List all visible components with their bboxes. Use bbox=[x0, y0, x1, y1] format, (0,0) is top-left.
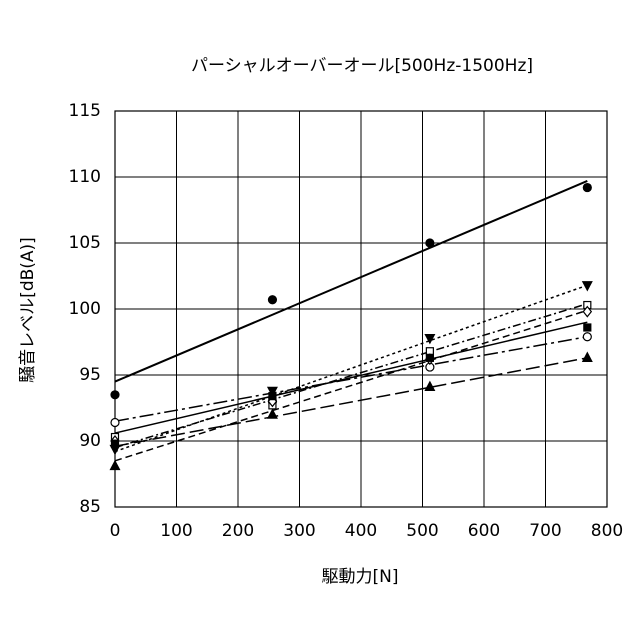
x-tick-label: 0 bbox=[110, 521, 121, 541]
data-point bbox=[268, 296, 276, 304]
data-point bbox=[583, 333, 591, 341]
trend-line bbox=[115, 337, 587, 421]
data-point bbox=[111, 391, 119, 399]
data-point bbox=[111, 461, 120, 470]
trend-line bbox=[115, 181, 587, 382]
data-point bbox=[426, 354, 433, 361]
y-tick-label: 100 bbox=[69, 299, 101, 319]
trend-line bbox=[115, 285, 587, 451]
x-tick-label: 400 bbox=[345, 521, 377, 541]
trend-line bbox=[115, 304, 587, 448]
data-point bbox=[426, 239, 434, 247]
y-tick-label: 90 bbox=[79, 431, 101, 451]
data-point bbox=[111, 419, 119, 427]
y-tick-label: 85 bbox=[79, 497, 101, 517]
data-point bbox=[583, 184, 591, 192]
chart-title: パーシャルオーバーオール[500Hz-1500Hz] bbox=[191, 56, 533, 76]
y-axis-label: 騒音レベル[dB(A)] bbox=[18, 237, 38, 383]
data-point bbox=[583, 353, 592, 362]
trend-line bbox=[115, 358, 587, 446]
data-point bbox=[584, 324, 591, 331]
trend-line bbox=[115, 310, 587, 460]
trend-line bbox=[115, 322, 587, 433]
x-tick-label: 500 bbox=[406, 521, 438, 541]
chart: パーシャルオーバーオール[500Hz-1500Hz] 駆動力[N] 騒音レベル[… bbox=[0, 0, 640, 640]
y-tick-label: 115 bbox=[69, 101, 101, 121]
x-tick-label: 300 bbox=[283, 521, 315, 541]
x-tick-label: 700 bbox=[529, 521, 561, 541]
x-tick-label: 600 bbox=[468, 521, 500, 541]
data-point bbox=[112, 440, 119, 447]
y-tick-label: 95 bbox=[79, 365, 101, 385]
data-point bbox=[269, 393, 276, 400]
data-point bbox=[583, 282, 592, 291]
y-tick-label: 110 bbox=[69, 167, 101, 187]
x-tick-label: 200 bbox=[222, 521, 254, 541]
x-axis-label: 駆動力[N] bbox=[322, 567, 399, 587]
x-tick-label: 800 bbox=[591, 521, 623, 541]
y-tick-label: 105 bbox=[69, 233, 101, 253]
x-tick-label: 100 bbox=[160, 521, 192, 541]
